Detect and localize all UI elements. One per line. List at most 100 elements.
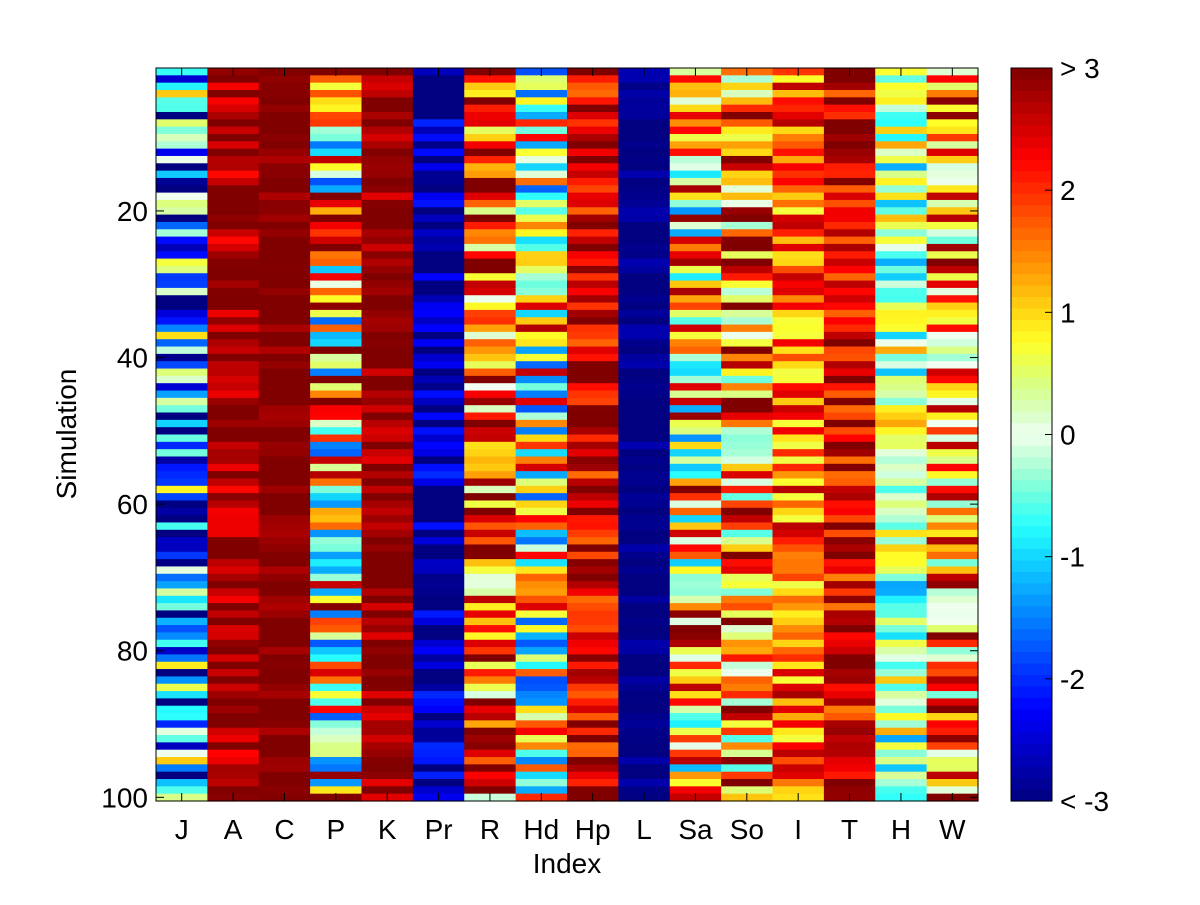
heatmap-cell: [361, 133, 414, 142]
heatmap-cell: [310, 265, 363, 274]
heatmap-cell: [772, 280, 825, 289]
heatmap-cell: [721, 544, 774, 553]
colorbar-segment: [1011, 423, 1052, 436]
heatmap-cell: [361, 221, 414, 230]
heatmap-cell: [721, 522, 774, 531]
heatmap-cell: [669, 346, 722, 355]
colorbar-segment: [1011, 159, 1052, 172]
heatmap-cell: [258, 749, 311, 758]
heatmap-cell: [361, 463, 414, 472]
heatmap-cell: [515, 309, 568, 318]
heatmap-cell: [361, 654, 414, 663]
heatmap-cell: [823, 749, 876, 758]
heatmap-cell: [567, 353, 619, 362]
heatmap-cell: [669, 757, 722, 765]
heatmap-cell: [875, 104, 928, 113]
heatmap-cell: [515, 669, 568, 677]
heatmap-cell: [669, 493, 722, 502]
heatmap-cell: [515, 529, 568, 538]
heatmap-cell: [567, 485, 619, 494]
heatmap-cell: [207, 632, 260, 641]
heatmap-cell: [721, 287, 774, 296]
heatmap-cell: [156, 639, 208, 648]
heatmap-cell: [515, 581, 568, 590]
heatmap-cell: [207, 361, 260, 370]
heatmap-cell: [207, 493, 260, 502]
heatmap-cell: [875, 192, 928, 201]
heatmap-cell: [567, 97, 619, 106]
heatmap-cell: [361, 155, 414, 164]
heatmap-cell: [515, 199, 568, 208]
heatmap-cell: [823, 375, 876, 384]
heatmap-cell: [207, 522, 260, 531]
heatmap-cell: [926, 412, 979, 421]
heatmap-cell: [721, 573, 774, 582]
heatmap-cell: [258, 669, 311, 677]
heatmap-cell: [361, 742, 414, 751]
heatmap-cell: [207, 757, 260, 765]
heatmap-cell: [310, 603, 363, 612]
heatmap-cell: [207, 515, 260, 524]
heatmap-cell: [875, 676, 928, 685]
heatmap-cell: [618, 434, 671, 443]
heatmap-cell: [464, 727, 517, 736]
heatmap-cell: [207, 551, 260, 560]
heatmap-cell: [875, 507, 928, 516]
heatmap-cell: [926, 713, 979, 721]
heatmap-cell: [258, 346, 311, 355]
heatmap-cell: [207, 478, 260, 487]
heatmap-cell: [361, 456, 414, 465]
heatmap-cell: [567, 133, 619, 142]
heatmap-cell: [361, 375, 414, 384]
heatmap-cell: [361, 581, 414, 590]
heatmap-cells: [156, 68, 979, 802]
heatmap-cell: [361, 537, 414, 546]
heatmap-cell: [207, 243, 260, 252]
heatmap-cell: [258, 449, 311, 458]
x-tick-label: C: [274, 814, 294, 845]
heatmap-cell: [926, 185, 979, 194]
heatmap-cell: [310, 111, 363, 120]
colorbar-segment: [1011, 778, 1052, 791]
heatmap-cell: [823, 742, 876, 751]
heatmap-cell: [156, 551, 208, 560]
heatmap-cell: [156, 691, 208, 699]
heatmap-cell: [721, 749, 774, 758]
heatmap-cell: [772, 449, 825, 458]
heatmap-cell: [515, 214, 568, 223]
heatmap-cell: [515, 566, 568, 575]
heatmap-cell: [310, 251, 363, 260]
heatmap-cell: [669, 449, 722, 458]
heatmap-cell: [875, 111, 928, 120]
heatmap-cell: [258, 478, 311, 487]
heatmap-cell: [361, 207, 414, 216]
heatmap-cell: [567, 346, 619, 355]
heatmap-cell: [669, 441, 722, 450]
heatmap-cell: [772, 339, 825, 348]
heatmap-cell: [567, 412, 619, 421]
heatmap-cell: [412, 500, 465, 509]
heatmap-cell: [875, 375, 928, 384]
heatmap-cell: [618, 647, 671, 655]
heatmap-cell: [258, 603, 311, 612]
heatmap-cell: [464, 757, 517, 765]
heatmap-cell: [772, 375, 825, 384]
heatmap-cell: [258, 405, 311, 414]
heatmap-cell: [361, 280, 414, 289]
heatmap-cell: [875, 749, 928, 758]
heatmap-cell: [258, 141, 311, 150]
heatmap-cell: [156, 104, 208, 113]
heatmap-cell: [721, 566, 774, 575]
colorbar-segment: [1011, 480, 1052, 493]
heatmap-cell: [464, 126, 517, 135]
heatmap-cell: [156, 603, 208, 612]
heatmap-cell: [926, 720, 979, 729]
heatmap-cell: [567, 258, 619, 267]
heatmap-cell: [310, 676, 363, 685]
heatmap-cell: [515, 779, 568, 787]
heatmap-cell: [464, 786, 517, 795]
heatmap-cell: [412, 427, 465, 436]
heatmap-cell: [823, 243, 876, 252]
heatmap-cell: [926, 177, 979, 186]
heatmap-cell: [258, 163, 311, 172]
